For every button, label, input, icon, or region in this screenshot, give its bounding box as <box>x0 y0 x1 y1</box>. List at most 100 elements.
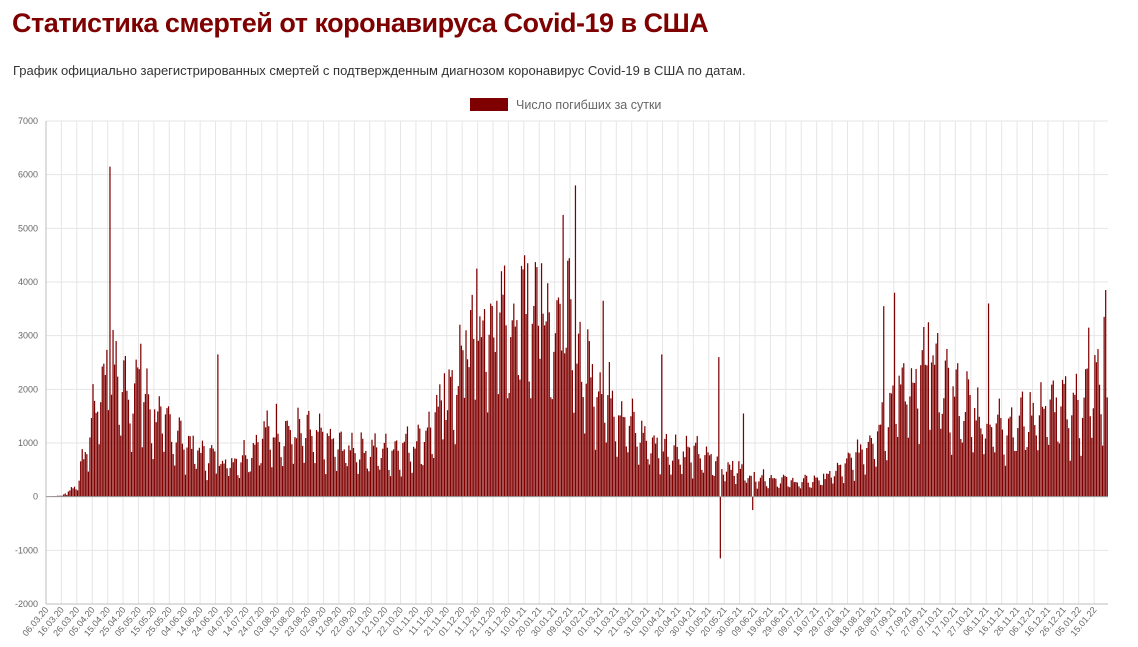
bar <box>1026 447 1028 497</box>
bar <box>725 471 728 497</box>
bar <box>1101 445 1104 497</box>
bar <box>1018 415 1020 497</box>
bar <box>981 434 983 497</box>
bar <box>992 446 994 497</box>
bar <box>1083 397 1085 497</box>
bar <box>869 435 871 497</box>
bar <box>64 493 66 497</box>
bar <box>863 464 865 497</box>
bar <box>454 444 456 497</box>
bar <box>630 416 632 497</box>
bar <box>229 467 231 497</box>
bar <box>920 365 922 497</box>
bar <box>409 461 412 497</box>
bar <box>389 476 392 497</box>
bar <box>248 472 250 497</box>
bar <box>861 449 863 497</box>
bar <box>693 445 695 497</box>
bar <box>611 390 614 497</box>
bar <box>983 454 985 497</box>
bar <box>1021 391 1024 497</box>
bar <box>1054 412 1056 497</box>
bar <box>651 437 654 497</box>
bar <box>974 407 976 497</box>
bar <box>708 455 711 497</box>
bar <box>157 411 159 497</box>
bar <box>668 464 671 497</box>
bar <box>960 439 962 497</box>
bar <box>355 462 358 497</box>
bar <box>835 470 837 497</box>
bar <box>1089 416 1091 497</box>
bar <box>466 359 469 497</box>
bar <box>302 445 304 497</box>
bar <box>648 464 651 497</box>
bar <box>214 451 216 497</box>
bar <box>1032 402 1034 497</box>
bar <box>485 371 487 497</box>
bar <box>482 320 484 497</box>
bar <box>624 417 626 497</box>
bar <box>930 362 933 497</box>
bar <box>1006 435 1008 497</box>
bar <box>80 461 82 497</box>
bar <box>614 441 617 497</box>
bar <box>966 371 968 497</box>
bar <box>143 402 145 497</box>
bar <box>915 368 917 497</box>
bar <box>739 468 742 497</box>
bar <box>348 445 350 497</box>
bar <box>903 363 905 497</box>
bar <box>880 424 882 497</box>
bar <box>830 477 832 497</box>
bar <box>363 452 365 497</box>
bar <box>898 375 900 497</box>
bar <box>240 462 242 497</box>
bar <box>234 458 236 497</box>
bar <box>186 447 188 497</box>
bar <box>579 321 581 497</box>
bar <box>923 326 925 497</box>
bar <box>636 446 638 497</box>
bar <box>226 468 228 497</box>
bar <box>567 260 569 497</box>
bar <box>753 471 755 497</box>
bar <box>881 402 883 497</box>
bar <box>494 351 496 497</box>
bar <box>659 474 661 497</box>
bar <box>73 486 76 497</box>
bar <box>243 440 245 497</box>
bar <box>134 383 136 497</box>
bar <box>550 397 552 497</box>
bar <box>924 364 926 497</box>
bar <box>359 459 361 497</box>
bar <box>661 354 663 497</box>
bar <box>906 404 908 497</box>
bar <box>673 445 675 497</box>
chart-legend[interactable]: Число погибших за сутки <box>470 98 661 112</box>
bar <box>377 465 379 497</box>
bar <box>496 300 498 497</box>
bar <box>411 472 413 497</box>
bar <box>433 458 435 497</box>
bar <box>117 376 119 497</box>
bar <box>843 483 845 497</box>
chart-grid <box>45 120 1108 605</box>
bar <box>215 473 217 497</box>
bar <box>1043 408 1045 497</box>
bar <box>1088 327 1090 497</box>
bar <box>474 399 476 497</box>
bar <box>858 452 860 497</box>
deaths-bar-chart: 70006000500040003000200010000-1000-2000 … <box>15 98 1108 638</box>
bar <box>146 368 148 497</box>
bar <box>761 475 763 497</box>
bar <box>331 439 333 497</box>
bar <box>581 381 583 497</box>
bar <box>118 424 120 497</box>
bar <box>460 345 463 497</box>
bar <box>727 462 729 497</box>
bar <box>429 427 432 497</box>
bar <box>929 429 931 497</box>
bar <box>160 406 162 497</box>
bar <box>127 399 130 497</box>
